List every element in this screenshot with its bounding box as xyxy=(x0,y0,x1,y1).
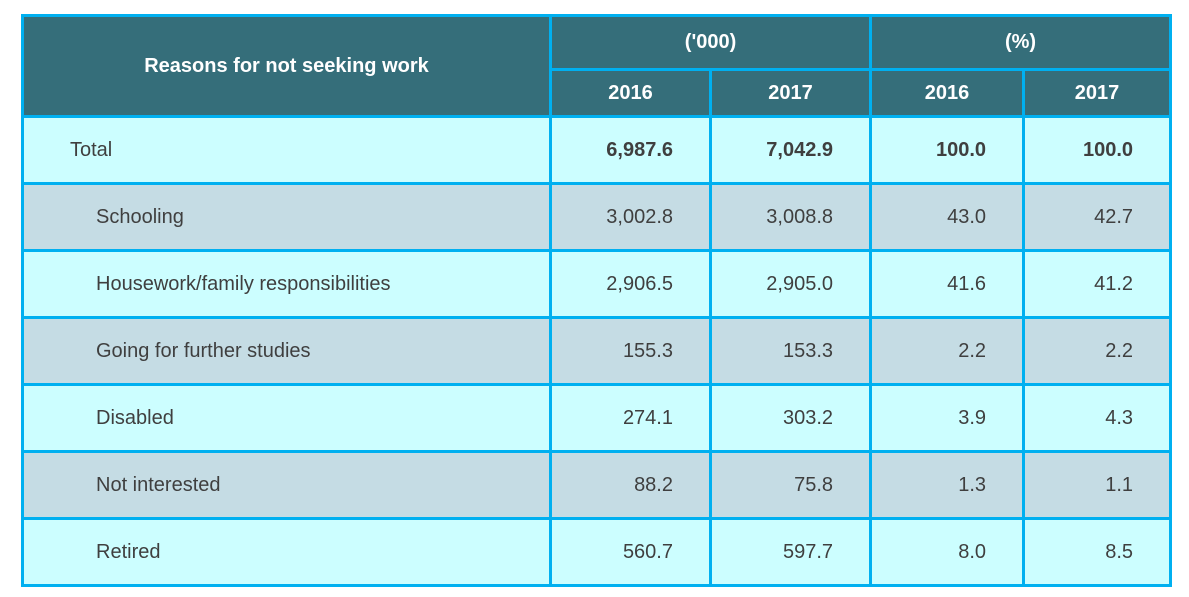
value-cell: 560.7 xyxy=(549,517,712,587)
percent-year-2016-header: 2016 xyxy=(869,68,1026,118)
value-cell: 43.0 xyxy=(869,182,1026,252)
row-label: Retired xyxy=(21,517,552,587)
value-cell: 153.3 xyxy=(708,316,873,386)
value-cell: 2,906.5 xyxy=(549,249,712,319)
value-cell: 6,987.6 xyxy=(549,115,712,185)
value-cell: 2.2 xyxy=(869,316,1026,386)
percent-year-2017-header: 2017 xyxy=(1022,68,1173,118)
table-title-cell: Reasons for not seeking work xyxy=(21,14,552,118)
row-label: Housework/family responsibilities xyxy=(21,249,552,319)
value-cell: 41.6 xyxy=(869,249,1026,319)
thousands-group-header: ('000) xyxy=(548,14,873,71)
table-body: Total 6,987.6 7,042.9 100.0 100.0 Schooling 3,… xyxy=(21,115,1173,587)
table-row: Not interested 88.2 75.8 1.3 1.1 xyxy=(21,450,1173,520)
value-cell: 303.2 xyxy=(708,383,873,453)
row-label: Total xyxy=(21,115,552,185)
value-cell: 2.2 xyxy=(1022,316,1173,386)
value-cell: 4.3 xyxy=(1022,383,1173,453)
row-label: Disabled xyxy=(21,383,552,453)
value-cell: 88.2 xyxy=(549,450,712,520)
row-label: Schooling xyxy=(21,182,552,252)
table-row: Schooling 3,002.8 3,008.8 43.0 42.7 xyxy=(21,182,1173,252)
reasons-for-not-seeking-work-table: Reasons for not seeking work ('000) (%) … xyxy=(21,14,1173,587)
value-cell: 41.2 xyxy=(1022,249,1173,319)
value-cell: 75.8 xyxy=(708,450,873,520)
value-cell: 274.1 xyxy=(549,383,712,453)
value-cell: 1.1 xyxy=(1022,450,1173,520)
reasons-table-container: Reasons for not seeking work ('000) (%) … xyxy=(21,14,1173,587)
value-cell: 3,008.8 xyxy=(708,182,873,252)
table-row: Housework/family responsibilities 2,906.5… xyxy=(21,249,1173,319)
value-cell: 1.3 xyxy=(869,450,1026,520)
value-cell: 8.0 xyxy=(869,517,1026,587)
value-cell: 3.9 xyxy=(869,383,1026,453)
value-cell: 8.5 xyxy=(1022,517,1173,587)
value-cell: 100.0 xyxy=(869,115,1026,185)
table-row: Disabled 274.1 303.2 3.9 4.3 xyxy=(21,383,1173,453)
thousands-year-2016-header: 2016 xyxy=(549,68,712,118)
row-label: Not interested xyxy=(21,450,552,520)
value-cell: 7,042.9 xyxy=(708,115,873,185)
percent-group-header: (%) xyxy=(869,14,1173,71)
value-cell: 42.7 xyxy=(1022,182,1173,252)
value-cell: 100.0 xyxy=(1022,115,1173,185)
table-row: Retired 560.7 597.7 8.0 8.5 xyxy=(21,517,1173,587)
value-cell: 3,002.8 xyxy=(549,182,712,252)
table-row: Going for further studies 155.3 153.3 2.2 2.… xyxy=(21,316,1173,386)
value-cell: 597.7 xyxy=(708,517,873,587)
value-cell: 2,905.0 xyxy=(708,249,873,319)
row-label: Going for further studies xyxy=(21,316,552,386)
value-cell: 155.3 xyxy=(549,316,712,386)
thousands-year-2017-header: 2017 xyxy=(708,68,873,118)
table-row: Total 6,987.6 7,042.9 100.0 100.0 xyxy=(21,115,1173,185)
